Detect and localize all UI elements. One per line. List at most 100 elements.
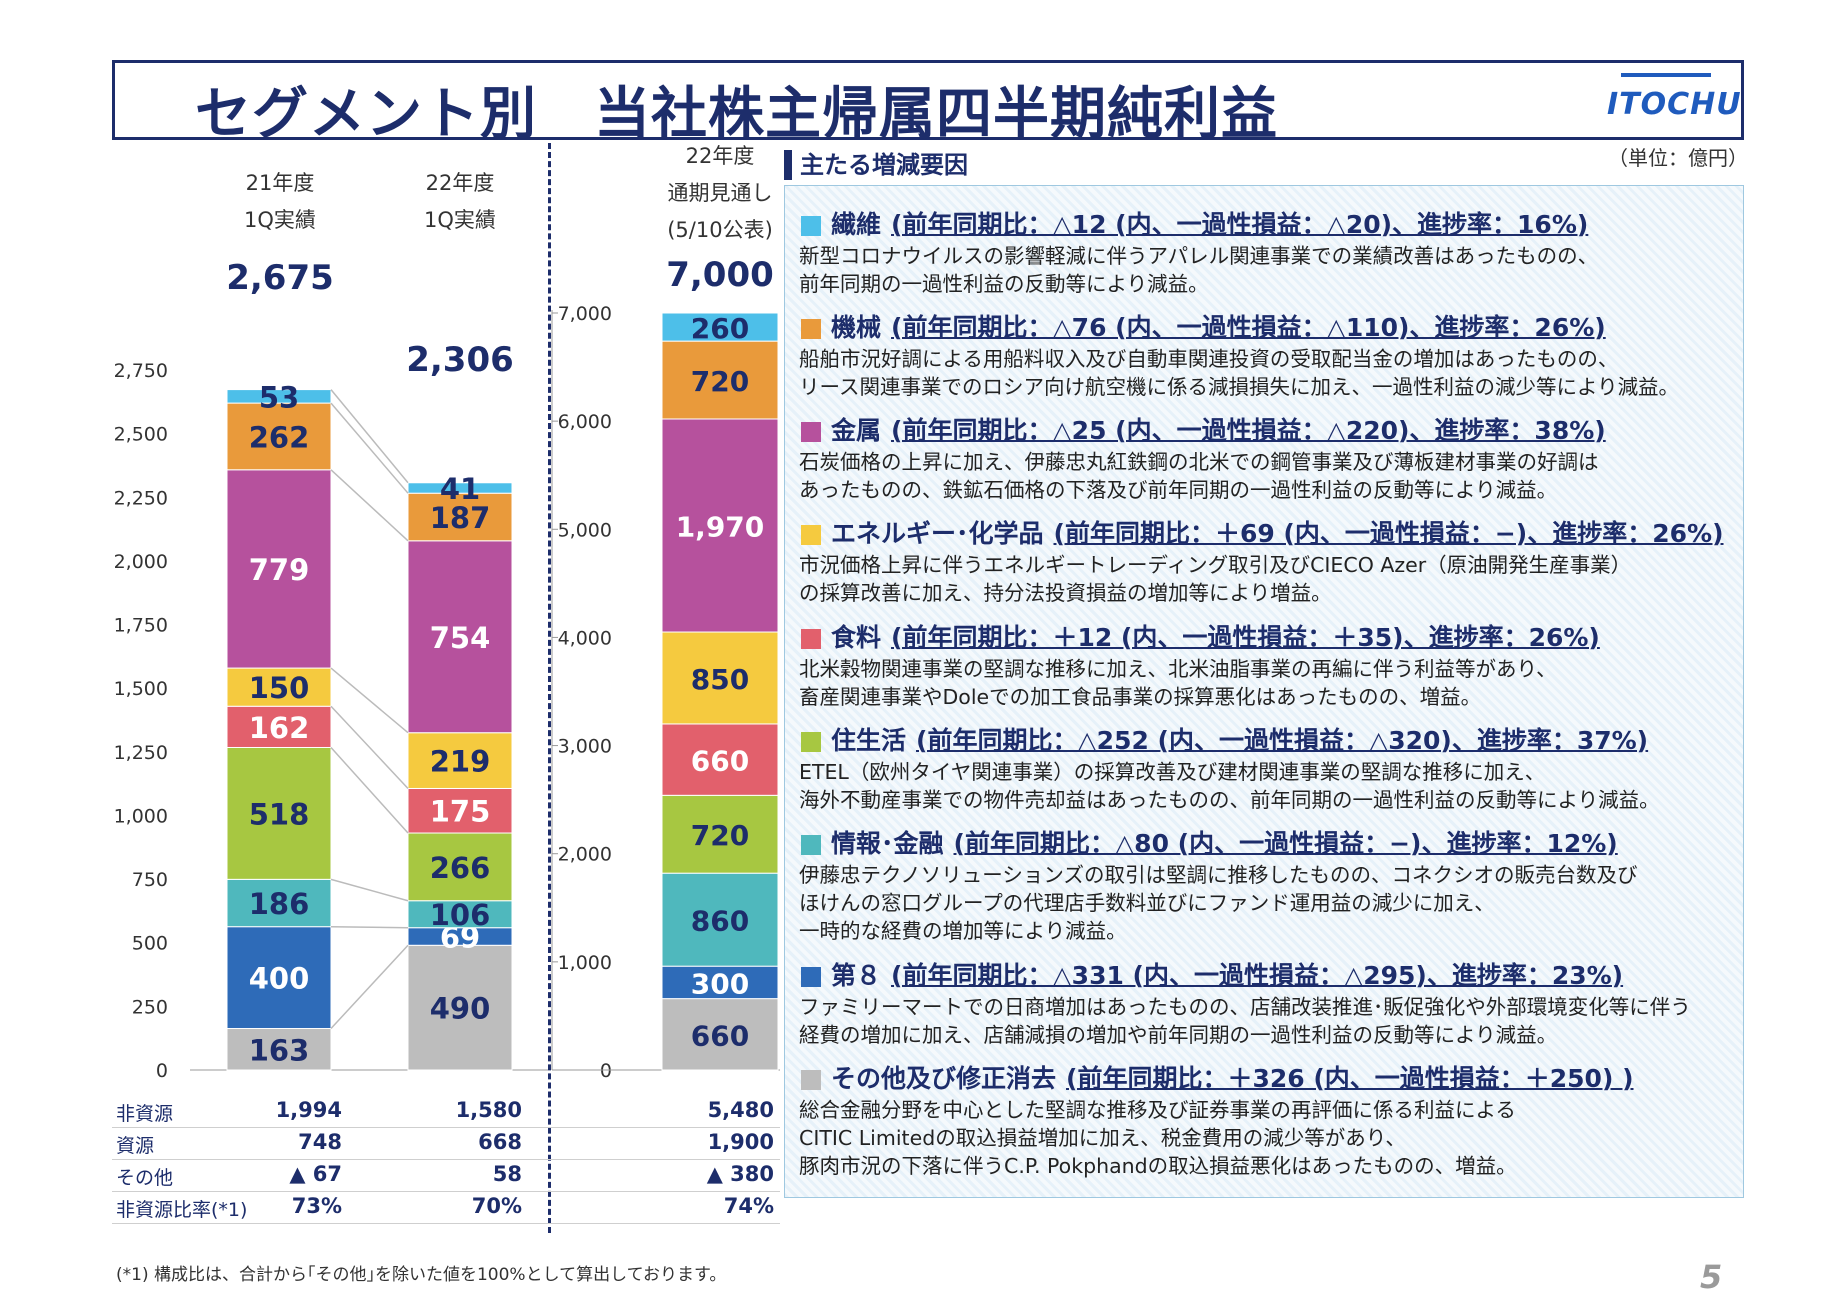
segment-color-square-icon — [801, 422, 821, 442]
segment-description: 豚肉市況の下落に伴うC.P. Pokphandの取込損益悪化はあったものの、増益… — [799, 1154, 1517, 1178]
segment-color-square-icon — [801, 216, 821, 236]
bar-value-label: 860 — [691, 905, 749, 938]
segment-factor: 繊維 (前年同期比：△12 (内、一過性損益：△20)、進捗率：16%) 新型コロナ… — [799, 208, 1729, 298]
segment-color-square-icon — [801, 967, 821, 987]
summary-value: 5,480 — [707, 1098, 774, 1122]
segment-stat: (前年同期比：△12 (内、一過性損益：△20)、進捗率：16%) — [891, 210, 1589, 239]
y-tick-label: 1,000 — [114, 805, 168, 827]
column-head-line: 22年度 — [425, 171, 495, 195]
y-tick-label: 1,500 — [114, 678, 168, 700]
bar-value-label: 219 — [430, 745, 491, 779]
bar-segment — [407, 540, 513, 734]
bar-value-label: 41 — [440, 472, 480, 506]
bar-segment — [661, 418, 779, 633]
column-head-line: 1Q実績 — [244, 208, 316, 232]
segment-stat: (前年同期比：△252 (内、一過性損益：△320)、進捗率：37%) — [916, 726, 1649, 755]
page-number: 5 — [1700, 1258, 1723, 1296]
summary-value: 73% — [291, 1194, 342, 1218]
column-head-line: (5/10公表) — [667, 218, 773, 242]
segment-color-square-icon — [801, 629, 821, 649]
segment-factor: 食料 (前年同期比：＋12 (内、一過性損益：＋35)、進捗率：26%) 北米穀物関… — [799, 621, 1729, 711]
unit-label: （単位：億円） — [1608, 146, 1748, 170]
segment-name: 住生活 — [831, 726, 907, 755]
y-tick-label: 1,250 — [114, 742, 168, 764]
bar-segment — [226, 878, 332, 928]
segment-color-square-icon — [801, 732, 821, 752]
segment-color-square-icon — [801, 319, 821, 339]
summary-value: 1,994 — [275, 1098, 342, 1122]
connector-line — [330, 944, 409, 1030]
summary-value: 1,900 — [707, 1130, 774, 1154]
segment-name: 機械 — [831, 313, 882, 342]
segment-description: CITIC Limitedの取込損益増加に加え、税金費用の減少等があり、 — [799, 1126, 1406, 1150]
segment-description: ファミリーマートでの日商増加はあったものの、店舗改装推進･販促強化や外部環境変化… — [799, 995, 1691, 1019]
bar-segment — [407, 944, 513, 1071]
summary-value: 58 — [492, 1162, 522, 1186]
connector-line — [330, 705, 409, 789]
logo-mark-icon — [1621, 73, 1711, 91]
summary-row: 非資源比率(*1) 73% 70% 74% — [112, 1191, 780, 1224]
bar-value-label: 660 — [691, 745, 749, 778]
bar-segment — [226, 667, 332, 707]
total-label: 2,675 — [226, 258, 334, 298]
segment-heading: 住生活 (前年同期比：△252 (内、一過性損益：△320)、進捗率：37%) — [799, 724, 1729, 758]
column-head-2: 22年度 1Q実績 — [400, 165, 520, 239]
summary-value: ▲ 380 — [706, 1162, 774, 1186]
title-box: セグメント別 当社株主帰属四半期純利益 ITOCHU — [112, 60, 1744, 147]
summary-row: 非資源 1,994 1,580 5,480 — [112, 1095, 780, 1128]
summary-value: 748 — [298, 1130, 342, 1154]
total-label: 7,000 — [666, 255, 774, 295]
segment-description: ETEL（欧州タイヤ関連事業）の採算改善及び建材関連事業の堅調な推移に加え、 — [799, 760, 1546, 784]
bar-value-label: 53 — [259, 380, 299, 414]
summary-value: 74% — [723, 1194, 774, 1218]
page-title: セグメント別 当社株主帰属四半期純利益 — [195, 82, 1278, 147]
connector-line — [330, 925, 409, 929]
bar-segment — [226, 1028, 332, 1071]
summary-label: その他 — [116, 1167, 174, 1189]
bar-value-label: 400 — [249, 962, 310, 996]
segment-factor: その他及び修正消去 (前年同期比：＋326 (内、一過性損益：＋250) ) 総合金… — [799, 1062, 1729, 1180]
bar-value-label: 1,970 — [676, 511, 765, 544]
segment-description: 船舶市況好調による用船料収入及び自動車関連投資の受取配当金の増加はあったものの、 — [799, 347, 1619, 371]
y-tick-label: 500 — [132, 933, 168, 955]
bar-segment — [661, 340, 779, 420]
bar-segment — [661, 872, 779, 967]
column-divider — [548, 143, 551, 1233]
bar-value-label: 106 — [430, 898, 491, 932]
segment-name: エネルギー･化学品 — [831, 519, 1044, 548]
y-tick-label: 2,750 — [114, 360, 168, 382]
y-tick-label: 2,250 — [114, 487, 168, 509]
bar-value-label: 660 — [691, 1019, 749, 1052]
bar-value-label: 162 — [249, 711, 310, 745]
bar-segment — [661, 965, 779, 1000]
footnote: (*1) 構成比は、合計から｢その他｣を除いた値を100%として算出しております… — [116, 1265, 727, 1285]
bar-segment — [661, 312, 779, 342]
column-head-1: 21年度 1Q実績 — [220, 165, 340, 239]
panel-heading: 主たる増減要因 — [784, 150, 968, 180]
logo-text: ITOCHU — [1607, 87, 1742, 122]
y-tick-label: 750 — [132, 869, 168, 891]
y-tick-label: 1,000 — [558, 952, 612, 974]
connector-line — [330, 402, 409, 494]
y-tick-label: 250 — [132, 996, 168, 1018]
bar-segment — [661, 723, 779, 796]
segment-stat: (前年同期比：△25 (内、一過性損益：△220)、進捗率：38%) — [891, 416, 1606, 445]
bar-value-label: 850 — [691, 663, 749, 696]
bar-value-label: 187 — [430, 501, 491, 535]
y-tick-label: 3,000 — [558, 736, 612, 758]
column-head-line: 1Q実績 — [424, 208, 496, 232]
segment-name: 情報･金融 — [831, 829, 944, 858]
y-tick-label: 6,000 — [558, 411, 612, 433]
segment-factor: 第８ (前年同期比：△331 (内、一過性損益：△295)、進捗率：23%) ファミ… — [799, 959, 1729, 1049]
bar-segment — [226, 402, 332, 471]
bar-segment — [661, 998, 779, 1071]
segment-description: 経費の増加に加え、店舗減損の増加や前年同期の一過性利益の反動等により減益。 — [799, 1023, 1558, 1047]
segment-heading: 食料 (前年同期比：＋12 (内、一過性損益：＋35)、進捗率：26%) — [799, 621, 1729, 655]
bar-segment — [407, 492, 513, 542]
segment-name: 食料 — [831, 623, 882, 652]
segment-description: 新型コロナウイルスの影響軽減に伴うアパレル関連事業での業績改善はあったものの、 — [799, 244, 1599, 268]
bar-value-label: 300 — [691, 967, 749, 1000]
summary-value: 70% — [471, 1194, 522, 1218]
segment-heading: 機械 (前年同期比：△76 (内、一過性損益：△110)、進捗率：26%) — [799, 311, 1729, 345]
factor-panel: 繊維 (前年同期比：△12 (内、一過性損益：△20)、進捗率：16%) 新型コロナ… — [784, 185, 1744, 1198]
